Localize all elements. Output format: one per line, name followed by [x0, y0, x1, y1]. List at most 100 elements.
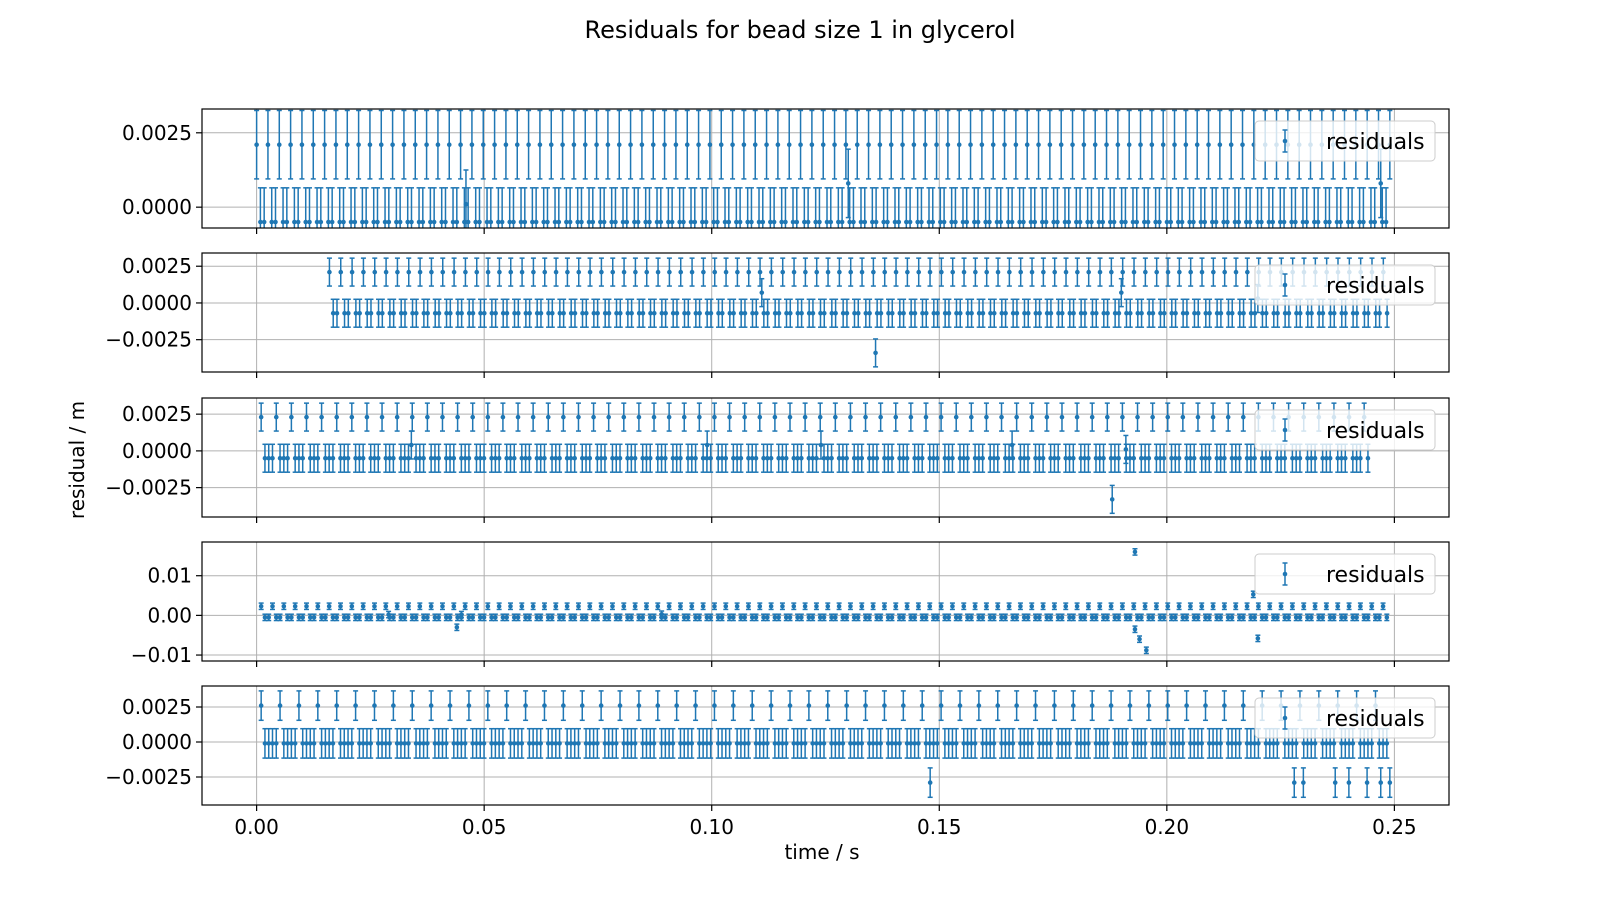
- data-point: [1124, 310, 1129, 316]
- data-point: [376, 310, 381, 316]
- data-point: [1082, 455, 1087, 461]
- data-point: [727, 310, 733, 316]
- data-point: [300, 741, 306, 746]
- data-point: [1131, 455, 1137, 461]
- data-point: [1089, 414, 1095, 420]
- data-point: [353, 310, 359, 316]
- data-point: [998, 219, 1004, 225]
- data-point: [266, 741, 272, 746]
- data-point: [818, 442, 824, 448]
- data-point: [602, 310, 608, 316]
- data-point: [851, 615, 857, 620]
- data-point: [1097, 269, 1103, 275]
- data-point: [1071, 455, 1076, 461]
- data-point: [677, 219, 682, 225]
- data-point: [440, 269, 446, 275]
- data-point: [1282, 310, 1288, 316]
- data-point: [697, 310, 702, 316]
- data-point: [806, 455, 812, 461]
- data-point: [465, 219, 471, 225]
- data-point: [1013, 142, 1019, 147]
- data-point: [1335, 603, 1341, 609]
- data-point: [704, 442, 710, 448]
- data-point: [791, 269, 797, 275]
- data-point: [1029, 603, 1035, 609]
- data-point: [802, 603, 808, 609]
- data-point: [292, 741, 298, 746]
- data-point: [591, 310, 597, 316]
- data-point: [564, 455, 570, 461]
- data-point: [621, 603, 627, 609]
- data-point: [1176, 219, 1181, 225]
- data-point: [508, 455, 513, 461]
- data-point: [341, 219, 346, 225]
- y-tick-label: 0.0000: [122, 195, 192, 219]
- data-point: [768, 455, 774, 461]
- data-point: [382, 219, 388, 225]
- data-point: [1172, 142, 1177, 147]
- data-point: [666, 219, 671, 225]
- data-point: [556, 219, 562, 225]
- data-point: [730, 142, 735, 147]
- data-point: [450, 219, 456, 225]
- data-point: [474, 269, 480, 275]
- data-point: [1203, 615, 1208, 620]
- data-point: [1308, 615, 1314, 620]
- data-point: [338, 269, 344, 275]
- data-point: [571, 142, 577, 147]
- data-point: [1067, 310, 1073, 316]
- data-point: [557, 615, 562, 620]
- data-point: [580, 310, 585, 316]
- data-point: [817, 219, 822, 225]
- data-point: [757, 414, 763, 420]
- data-point: [496, 603, 502, 609]
- data-point: [1063, 603, 1069, 609]
- data-point: [759, 290, 765, 295]
- data-point: [708, 615, 713, 620]
- data-point: [1037, 455, 1042, 461]
- data-point: [1169, 455, 1174, 461]
- data-point: [1236, 219, 1242, 225]
- data-point: [276, 142, 282, 147]
- data-point: [606, 414, 611, 420]
- data-point: [780, 603, 785, 609]
- data-point: [1256, 603, 1261, 609]
- data-point: [775, 142, 781, 147]
- data-point: [493, 615, 498, 620]
- data-point: [923, 615, 929, 620]
- data-point: [1040, 219, 1045, 225]
- data-point: [527, 310, 532, 316]
- data-point: [863, 615, 868, 620]
- data-point: [666, 414, 672, 420]
- data-point: [1274, 455, 1280, 461]
- data-point: [1017, 219, 1022, 225]
- data-point: [908, 310, 914, 316]
- data-point: [757, 603, 763, 609]
- x-axis-label: time / s: [784, 840, 859, 864]
- data-point: [511, 219, 516, 225]
- data-point: [353, 615, 358, 620]
- data-point: [530, 219, 535, 225]
- data-point: [258, 219, 263, 225]
- data-point: [1037, 310, 1042, 316]
- data-point: [326, 603, 332, 609]
- data-point: [1290, 455, 1295, 461]
- data-point: [455, 310, 461, 316]
- data-point: [738, 455, 744, 461]
- data-point: [1146, 455, 1152, 461]
- data-point: [995, 603, 1001, 609]
- data-point: [712, 414, 717, 420]
- data-point: [412, 142, 418, 147]
- data-point: [398, 310, 404, 316]
- data-point: [731, 615, 736, 620]
- data-point: [1339, 615, 1344, 620]
- data-point: [1055, 615, 1061, 620]
- data-point: [1153, 219, 1158, 225]
- data-point: [546, 310, 551, 316]
- data-point: [296, 703, 302, 708]
- data-point: [855, 455, 861, 461]
- data-point: [704, 310, 710, 316]
- data-point: [1244, 603, 1250, 609]
- data-point: [1123, 447, 1129, 452]
- data-point: [1377, 310, 1382, 316]
